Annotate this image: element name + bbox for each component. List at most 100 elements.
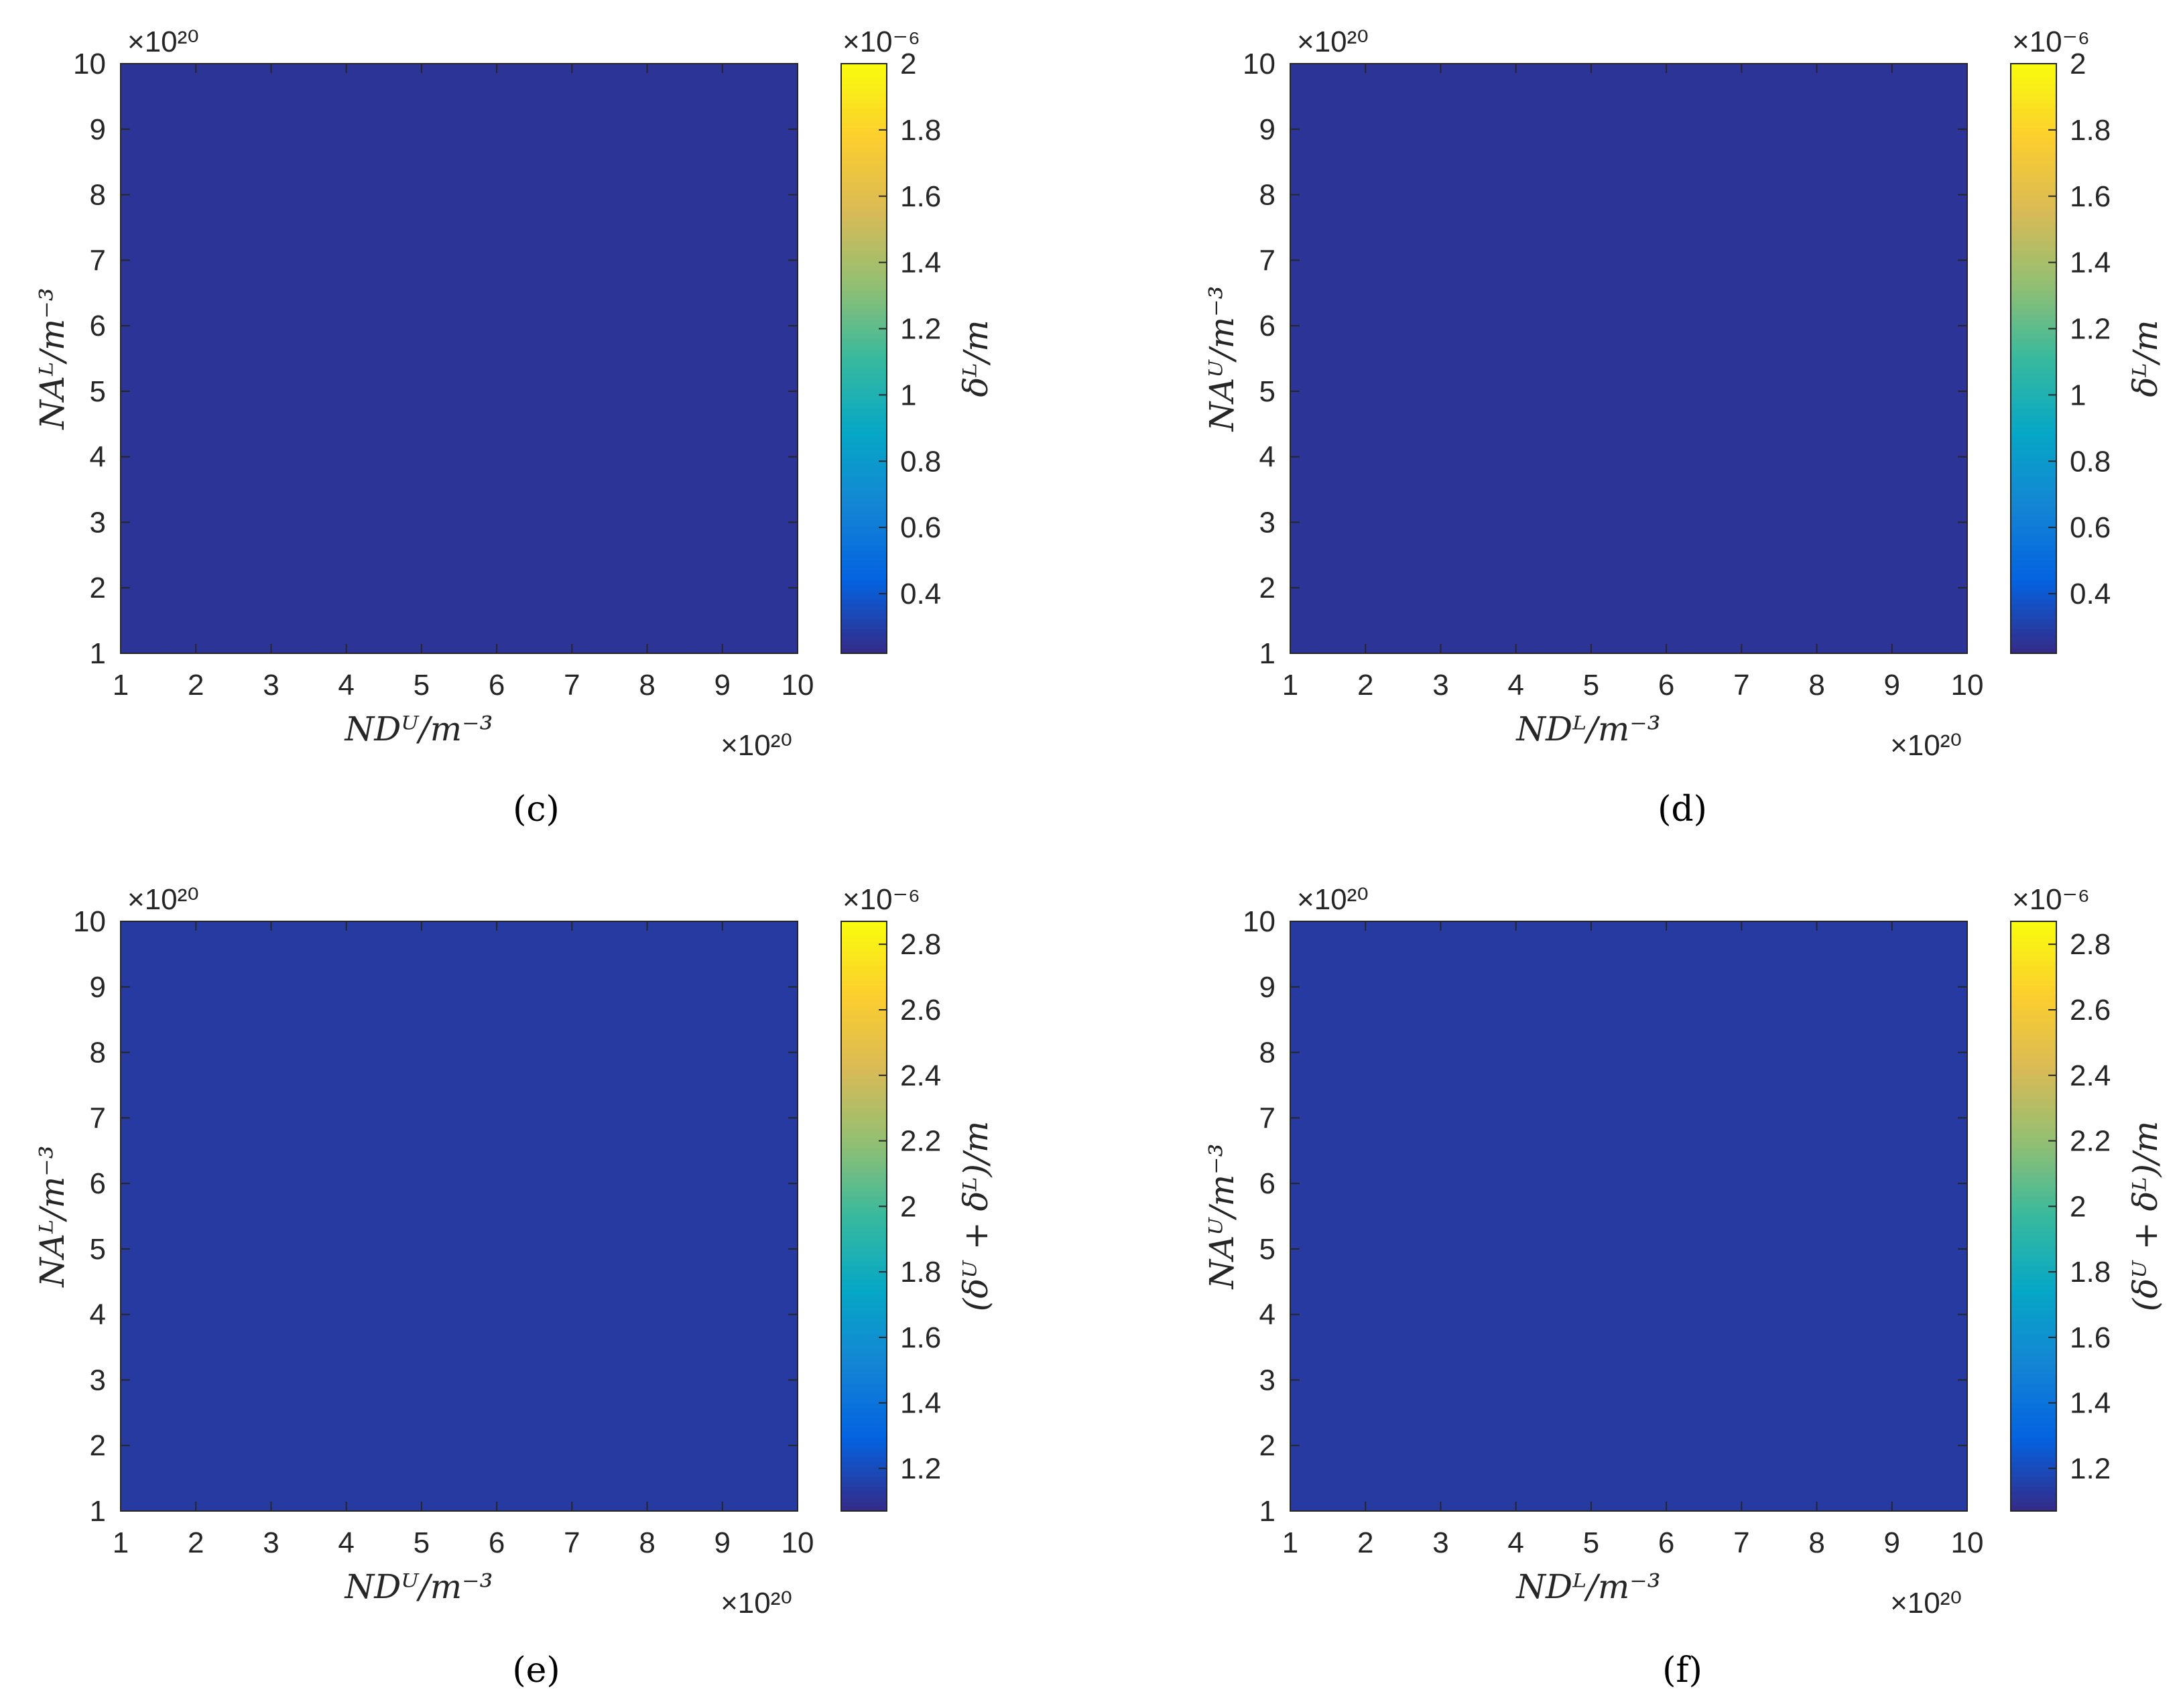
contour-cell <box>127 241 133 247</box>
contour-cell <box>127 627 133 633</box>
contour-cell <box>139 203 146 209</box>
contour-cell <box>145 353 152 359</box>
contour-cell <box>145 455 152 461</box>
contour-cell <box>139 139 146 145</box>
contour-cell <box>121 278 127 284</box>
contour-cell <box>151 600 158 606</box>
contour-cell <box>133 64 139 70</box>
contour-cell <box>127 637 133 643</box>
contour-cell <box>139 616 146 622</box>
contour-cell <box>158 498 164 504</box>
contour-cell <box>158 96 164 102</box>
contour-cell <box>127 267 133 273</box>
contour-cell <box>145 294 152 300</box>
contour-cell <box>170 530 176 536</box>
contour-cell <box>158 176 164 182</box>
contour-cell <box>133 578 139 584</box>
contour-cell <box>158 375 164 381</box>
contour-cell <box>170 471 176 477</box>
contour-cell <box>127 492 133 499</box>
contour-cell <box>145 251 152 257</box>
contour-cell <box>127 160 133 166</box>
contour-cell <box>139 80 146 86</box>
contour-cell <box>158 401 164 407</box>
contour-cell <box>121 101 127 107</box>
contour-cell <box>164 353 170 359</box>
contour-cell <box>151 568 158 574</box>
contour-cell <box>139 610 146 616</box>
contour-cell <box>127 273 133 279</box>
contour-cell <box>139 85 146 91</box>
contour-cell <box>145 396 152 402</box>
contour-cell <box>133 326 139 332</box>
contour-cell <box>145 69 152 75</box>
contour-cell <box>170 348 176 354</box>
contour-cell <box>151 246 158 252</box>
contour-cell <box>164 589 170 595</box>
contour-cell <box>158 616 164 622</box>
contour-cell <box>121 637 127 643</box>
contour-cell <box>139 101 146 107</box>
contour-cell <box>164 621 170 627</box>
contour-cell <box>121 385 127 391</box>
contour-cell <box>139 230 146 236</box>
contour-cell <box>139 96 146 102</box>
contour-cell <box>158 305 164 311</box>
contour-cell <box>164 107 170 113</box>
contour-cell <box>170 342 176 348</box>
contour-cell <box>121 466 127 472</box>
contour-cell <box>121 235 127 241</box>
contour-cell <box>127 428 133 434</box>
contour-cell <box>158 503 164 509</box>
contour-cell <box>158 123 164 129</box>
contour-cell <box>158 230 164 236</box>
contour-cell <box>133 90 139 96</box>
contour-cell <box>158 348 164 354</box>
contour-cell <box>145 573 152 579</box>
contour-cell <box>151 380 158 386</box>
contour-cell <box>127 337 133 343</box>
contour-cell <box>133 412 139 418</box>
contour-cell <box>133 171 139 177</box>
contour-cell <box>127 643 133 649</box>
contour-cell <box>139 214 146 220</box>
contour-cell <box>145 460 152 466</box>
contour-cell <box>158 471 164 477</box>
contour-cell <box>139 257 146 263</box>
contour-cell <box>158 557 164 563</box>
contour-cell <box>164 294 170 300</box>
contour-cell <box>170 546 176 552</box>
contour-cell <box>121 90 127 96</box>
contour-cell <box>164 423 170 429</box>
contour-cell <box>127 224 133 231</box>
contour-cell <box>151 455 158 461</box>
contour-cell <box>158 492 164 499</box>
contour-cell <box>133 246 139 252</box>
contour-cell <box>158 332 164 338</box>
contour-cell <box>151 155 158 161</box>
contour-cell <box>139 176 146 182</box>
contour-cell <box>158 482 164 488</box>
contour-cell <box>139 112 146 118</box>
contour-cell <box>145 492 152 499</box>
contour-cell <box>121 498 127 504</box>
contour-cell <box>139 300 146 306</box>
contour-cell <box>164 600 170 606</box>
contour-cell <box>133 235 139 241</box>
contour-cell <box>170 605 176 611</box>
contour-cell <box>133 396 139 402</box>
contour-cell <box>164 101 170 107</box>
contour-cell <box>158 632 164 638</box>
contour-cell <box>158 160 164 166</box>
contour-cell <box>127 139 133 145</box>
contour-cell <box>151 498 158 504</box>
contour-cell <box>127 133 133 139</box>
contour-cell <box>127 166 133 172</box>
contour-cell <box>139 412 146 418</box>
contour-cell <box>127 262 133 268</box>
contour-cell <box>121 444 127 450</box>
contour-cell <box>158 214 164 220</box>
contour-cell <box>127 80 133 86</box>
contour-cell <box>133 198 139 204</box>
contour-cell <box>121 316 127 322</box>
